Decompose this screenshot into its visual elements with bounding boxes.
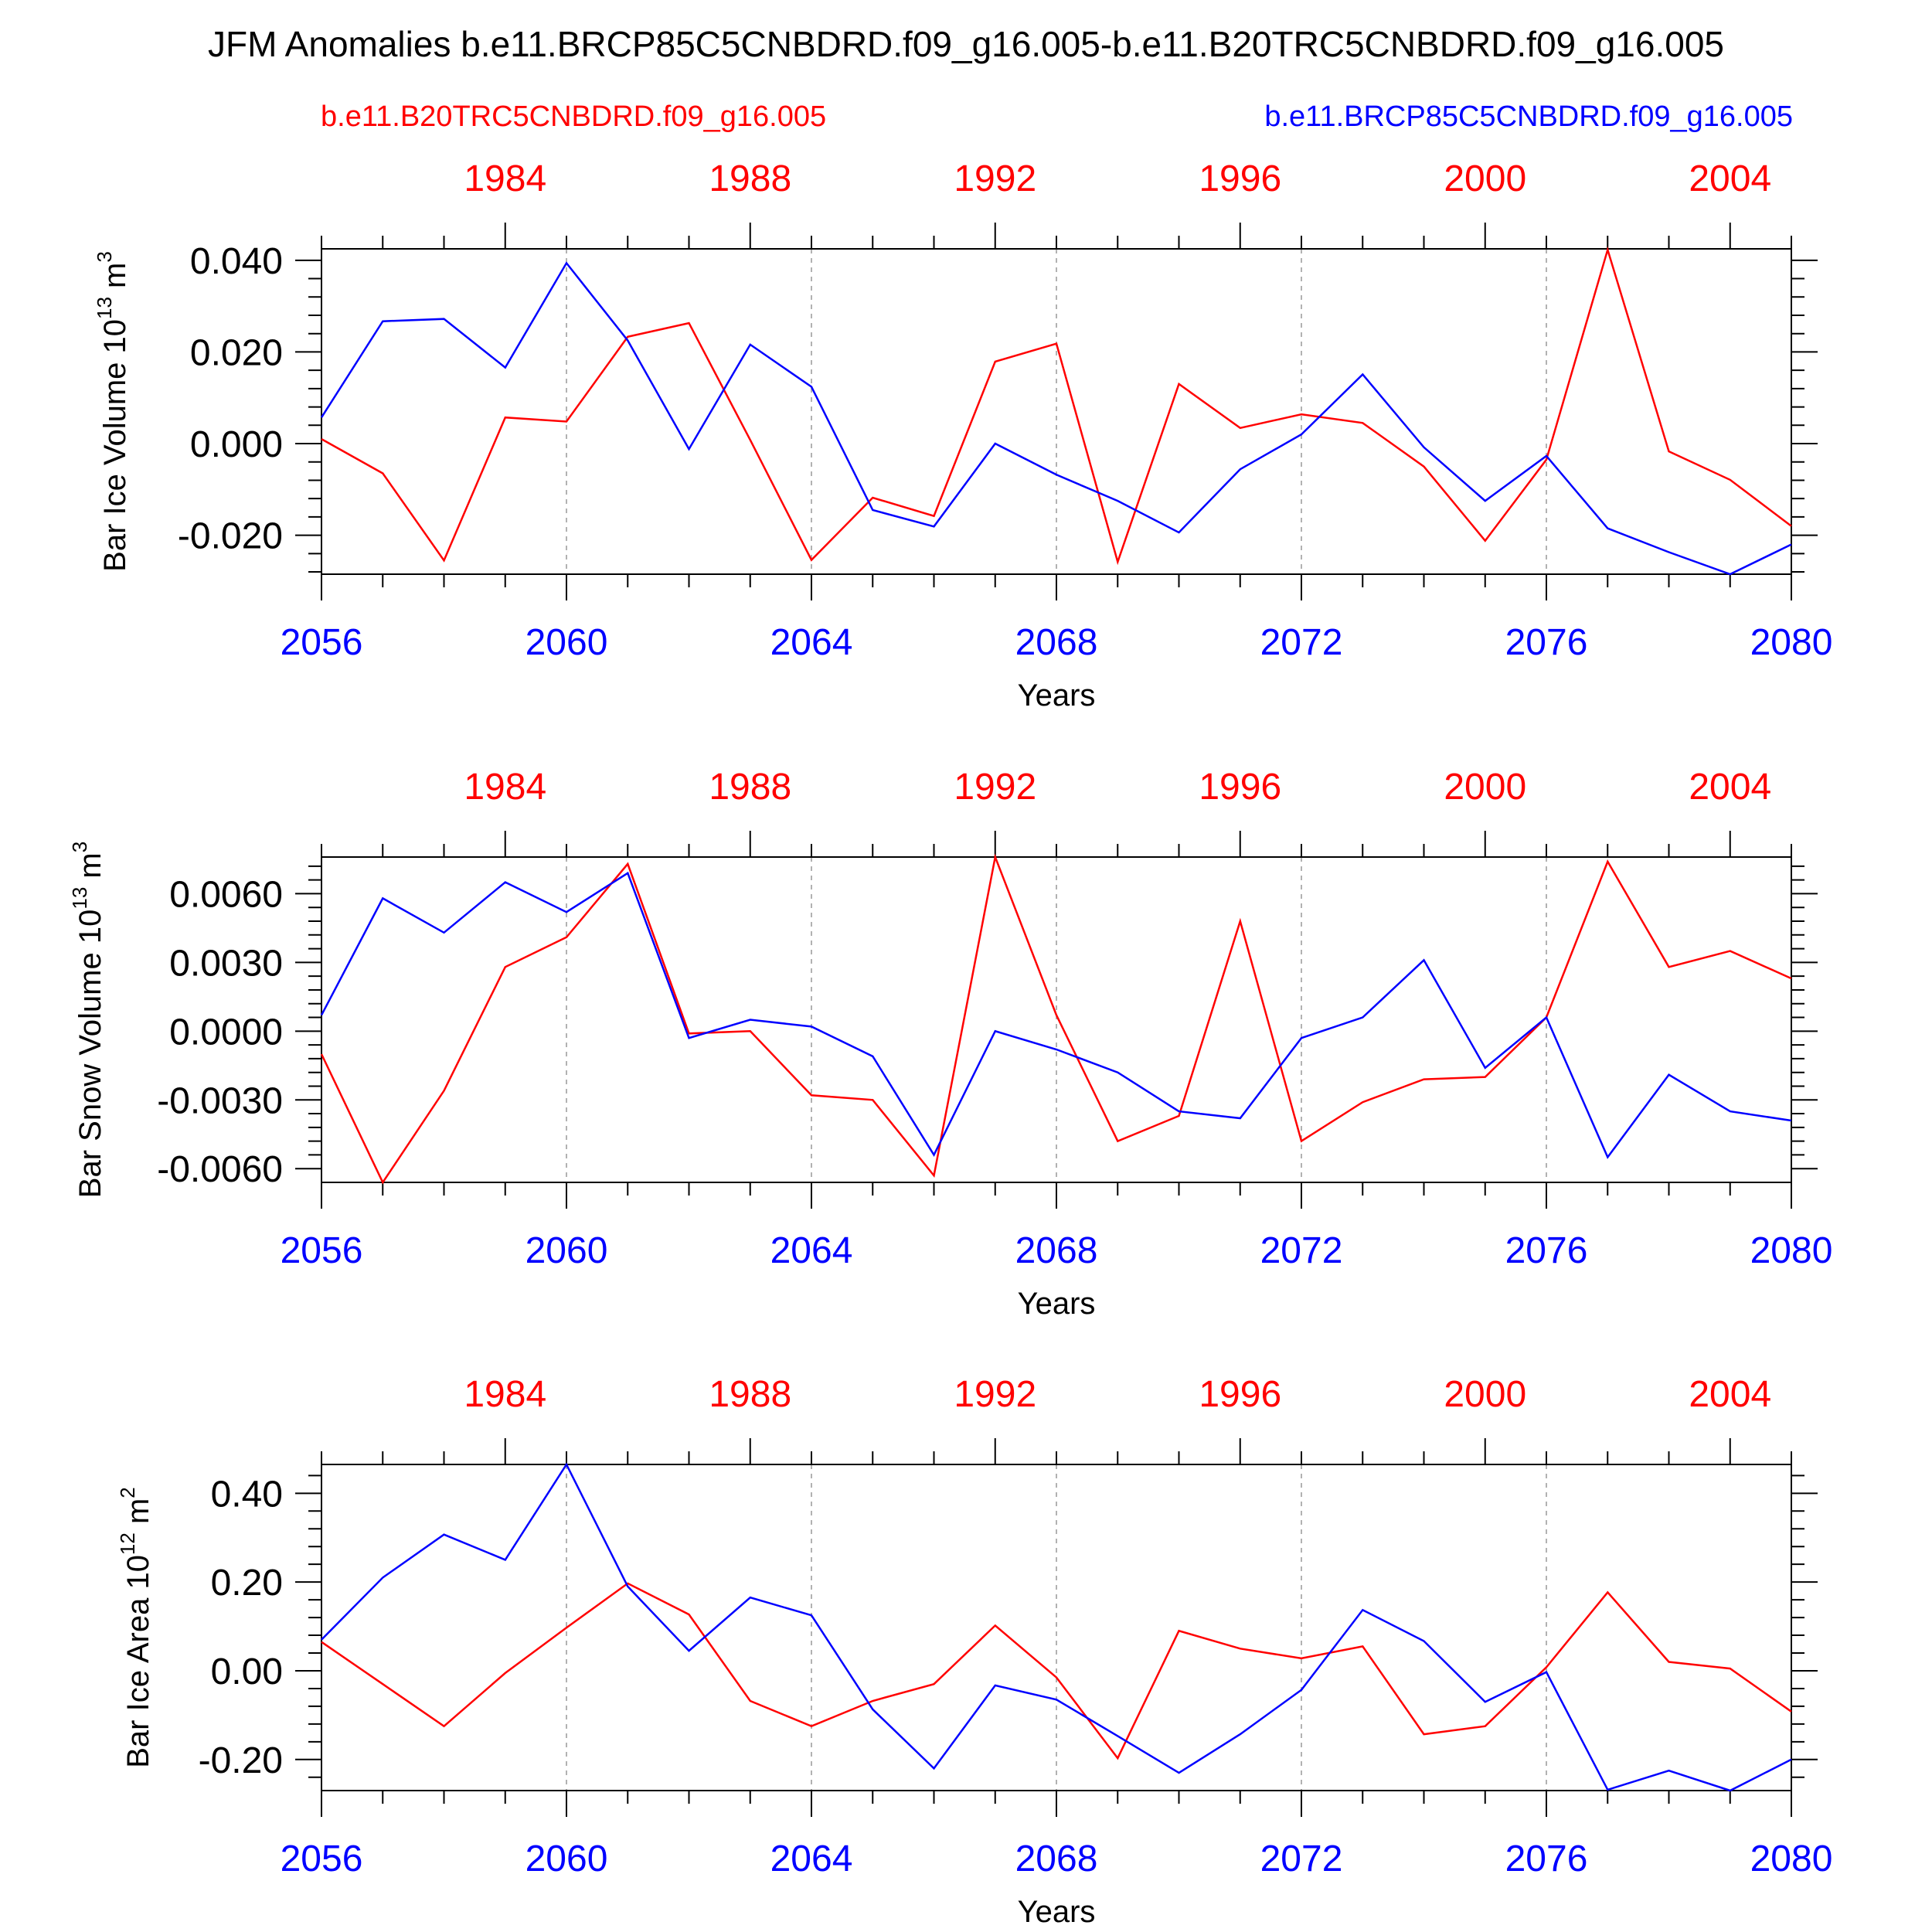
y-axis-label-part: m [98,263,132,288]
y-tick-label: -0.20 [199,1740,283,1781]
y-axis-label-superscript: 3 [68,842,91,852]
x-tick-label-bottom: 2076 [1505,622,1588,663]
panel-2: 2056 2060 2064 2068 2072 2076 2080 Years 1984 198… [68,767,1832,1321]
y-tick-label: 0.0030 [169,943,283,984]
y-tick-label: 0.040 [190,241,283,282]
y-tick-label: 0.40 [211,1474,283,1515]
x-tick-label-bottom: 2076 [1505,1838,1588,1879]
y-tick-label: 0.00 [211,1651,283,1692]
y-axis-label-part: Bar Snow Volume 10 [73,910,107,1199]
x-tick-label-top: 1996 [1199,158,1281,199]
x-tick-label-bottom: 2080 [1750,622,1833,663]
x-tick-label-top: 2000 [1444,1374,1526,1415]
x-tick-label-bottom: 2056 [281,1230,363,1271]
x-tick-label-bottom: 2068 [1015,622,1098,663]
y-axis-label-superscript: 12 [116,1532,139,1555]
x-tick-label-top: 2000 [1444,158,1526,199]
panel-1: 2056 2060 2064 2068 2072 2076 2080 Years 1984 198… [93,158,1832,713]
x-tick-label-bottom: 2060 [526,622,608,663]
y-axis-label-superscript: 13 [68,887,91,910]
y-tick-label: -0.0060 [157,1149,283,1190]
series-line-red [321,1582,1792,1760]
y-tick-label: 0.0000 [169,1012,283,1053]
x-tick-label-top: 1992 [954,158,1036,199]
x-tick-label-bottom: 2060 [526,1838,608,1879]
x-tick-label-bottom: 2076 [1505,1230,1588,1271]
series-line-blue [320,871,1792,1159]
x-tick-label-bottom: 2056 [281,622,363,663]
series-line-blue [320,261,1792,576]
x-tick-label-bottom: 2056 [281,1838,363,1879]
x-tick-label-top: 1992 [954,767,1036,808]
y-tick-label: 0.000 [190,424,283,465]
x-tick-label-top: 1988 [709,767,791,808]
legend-label-blue: b.e11.BRCP85C5CNBDRD.f09_g16.005 [1264,100,1793,133]
y-tick-label: -0.0030 [157,1080,283,1121]
y-axis-label: Bar Snow Volume 1013 m3 [68,842,107,1198]
legend-label-red: b.e11.B20TRC5CNBDRD.f09_g16.005 [321,100,827,133]
x-tick-label-bottom: 2060 [526,1230,608,1271]
x-axis-label: Years [1018,1287,1096,1321]
x-tick-label-bottom: 2064 [770,1230,853,1271]
x-tick-label-bottom: 2072 [1260,1838,1343,1879]
y-axis-label-superscript: 3 [93,251,116,262]
x-tick-label-bottom: 2080 [1750,1838,1833,1879]
x-tick-label-top: 1984 [464,158,546,199]
x-tick-label-top: 2004 [1689,767,1771,808]
x-tick-label-top: 1984 [464,767,546,808]
x-tick-label-top: 2004 [1689,1374,1771,1415]
y-axis-label-superscript: 13 [93,297,116,319]
y-tick-label: 0.20 [211,1563,283,1604]
series-line-blue [321,1462,1792,1792]
y-axis-label-superscript: 2 [116,1487,139,1498]
series-line-red [321,246,1792,566]
x-tick-label-top: 1984 [464,1374,546,1415]
x-tick-label-top: 2004 [1689,158,1771,199]
x-axis-label: Years [1018,1895,1096,1929]
x-tick-label-top: 1996 [1199,1374,1281,1415]
x-tick-label-bottom: 2072 [1260,1230,1343,1271]
x-tick-label-top: 2000 [1444,767,1526,808]
x-tick-label-bottom: 2068 [1015,1230,1098,1271]
x-tick-label-bottom: 2068 [1015,1838,1098,1879]
x-tick-label-bottom: 2064 [770,1838,853,1879]
x-tick-label-top: 1988 [709,158,791,199]
y-axis-label: Bar Ice Area 1012 m2 [116,1487,155,1768]
x-tick-label-bottom: 2064 [770,622,853,663]
y-axis-label-part: Bar Ice Area 10 [121,1555,155,1768]
y-axis-label-part: m [73,852,107,878]
y-axis-label-part [98,288,132,297]
x-tick-label-top: 1996 [1199,767,1281,808]
y-axis-label-part [121,1524,155,1532]
chart-title: JFM Anomalies b.e11.BRCP85C5CNBDRD.f09_g… [208,24,1724,64]
y-axis-label-part: Bar Ice Volume 10 [98,319,132,572]
x-tick-label-top: 1988 [709,1374,791,1415]
y-tick-label: 0.020 [190,332,283,373]
y-axis-label: Bar Ice Volume 1013 m3 [93,251,132,572]
x-tick-label-bottom: 2080 [1750,1230,1833,1271]
y-tick-label: 0.0060 [169,874,283,915]
x-tick-label-top: 1992 [954,1374,1036,1415]
panel-3: 2056 2060 2064 2068 2072 2076 2080 Years 1984 198… [116,1374,1832,1929]
x-axis-label: Years [1018,679,1096,713]
y-axis-label-part: m [121,1498,155,1524]
y-axis-label-part [73,879,107,887]
x-tick-label-bottom: 2072 [1260,622,1343,663]
y-tick-label: -0.020 [178,516,283,557]
